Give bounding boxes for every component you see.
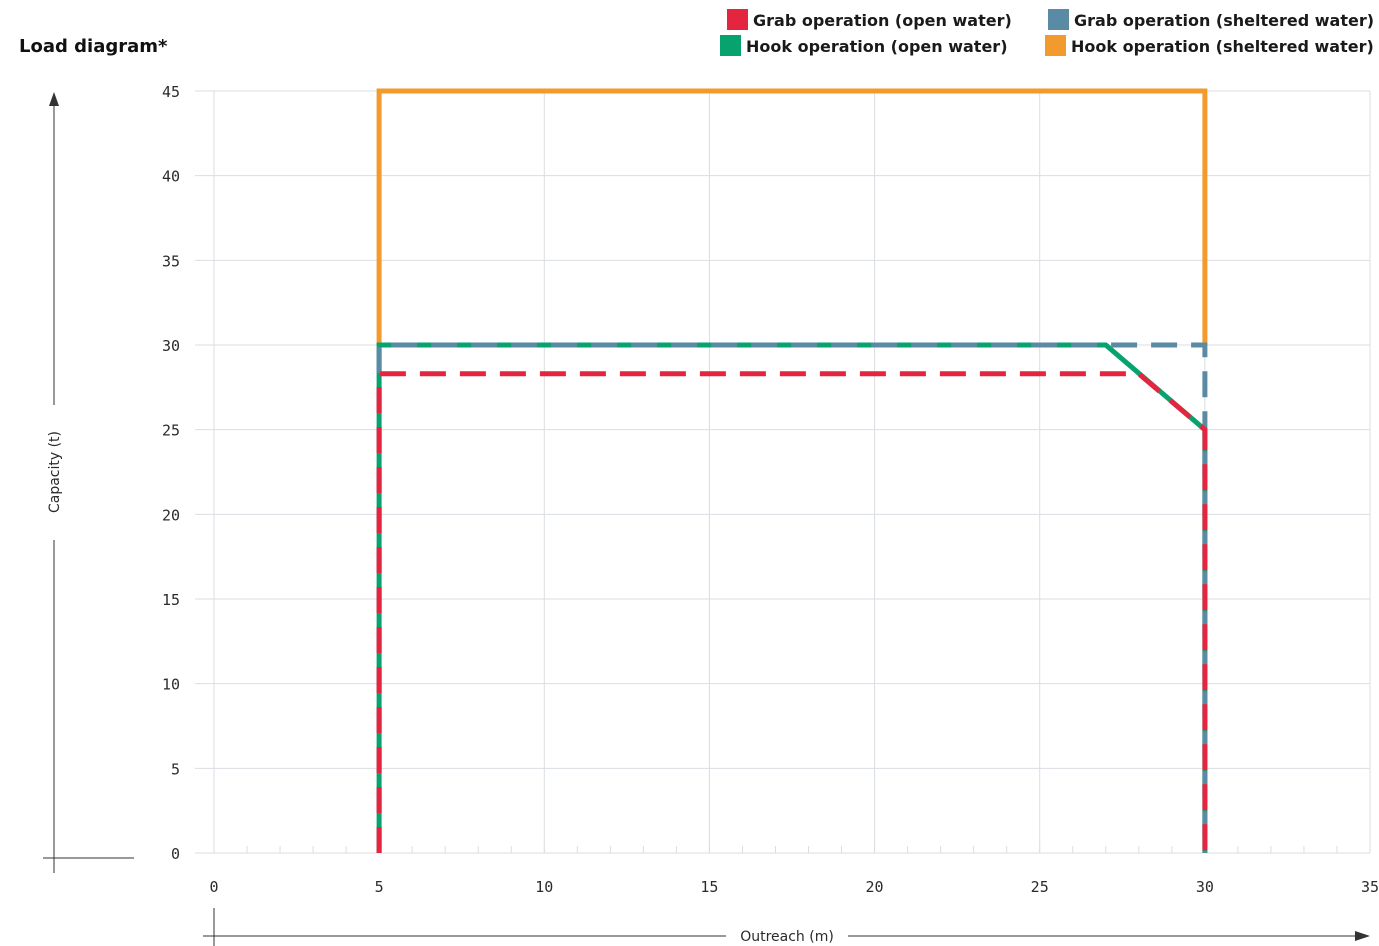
x-tick-label: 5 xyxy=(375,878,384,896)
legend-item: Grab operation (sheltered water) xyxy=(1048,9,1374,30)
legend-swatch xyxy=(720,35,741,56)
series-grab-operation-open-water-line xyxy=(376,371,1208,853)
x-tick-label: 20 xyxy=(866,878,884,896)
x-tick-label: 35 xyxy=(1361,878,1379,896)
legend-label: Grab operation (sheltered water) xyxy=(1074,11,1374,30)
legend-label: Grab operation (open water) xyxy=(753,11,1012,30)
chart-title: Load diagram* xyxy=(19,36,168,57)
y-tick-label: 35 xyxy=(162,252,180,270)
y-tick-label: 30 xyxy=(162,337,180,355)
legend-swatch xyxy=(1045,35,1066,56)
y-tick-label: 5 xyxy=(171,760,180,778)
x-tick-label: 30 xyxy=(1196,878,1214,896)
y-tick-label: 45 xyxy=(162,83,180,101)
y-tick-label: 15 xyxy=(162,591,180,609)
x-tick-label: 0 xyxy=(209,878,218,896)
legend-swatch xyxy=(727,9,748,30)
y-tick-labels: 0 5 10 15 20 25 30 35 40 45 xyxy=(162,83,180,863)
legend-swatch xyxy=(1048,9,1069,30)
x-axis-label: Outreach (m) xyxy=(740,929,834,945)
y-tick-label: 10 xyxy=(162,676,180,694)
grid xyxy=(195,90,1371,854)
y-axis-arrowhead xyxy=(49,92,59,106)
legend-item: Hook operation (open water) xyxy=(720,35,1008,56)
legend-item: Grab operation (open water) xyxy=(727,9,1012,30)
x-axis: Outreach (m) xyxy=(203,908,1370,946)
y-tick-label: 25 xyxy=(162,422,180,440)
x-minor-ticks xyxy=(213,846,1371,853)
x-tick-label: 25 xyxy=(1031,878,1049,896)
y-tick-label: 0 xyxy=(171,845,180,863)
legend-item: Hook operation (sheltered water) xyxy=(1045,35,1374,56)
y-axis: Capacity (t) xyxy=(43,92,134,873)
legend: Grab operation (open water) Grab operatio… xyxy=(720,9,1374,56)
legend-label: Hook operation (sheltered water) xyxy=(1071,37,1374,56)
y-tick-label: 20 xyxy=(162,506,180,524)
x-tick-label: 10 xyxy=(535,878,553,896)
legend-label: Hook operation (open water) xyxy=(746,37,1008,56)
y-tick-label: 40 xyxy=(162,168,180,186)
series-layer xyxy=(376,88,1208,853)
y-axis-label: Capacity (t) xyxy=(47,431,63,513)
x-tick-labels: 0 5 10 15 20 25 30 35 xyxy=(209,878,1379,896)
series-hook-operation-sheltered-water-line xyxy=(376,88,1208,345)
x-tick-label: 15 xyxy=(700,878,718,896)
x-axis-arrowhead xyxy=(1355,931,1370,941)
